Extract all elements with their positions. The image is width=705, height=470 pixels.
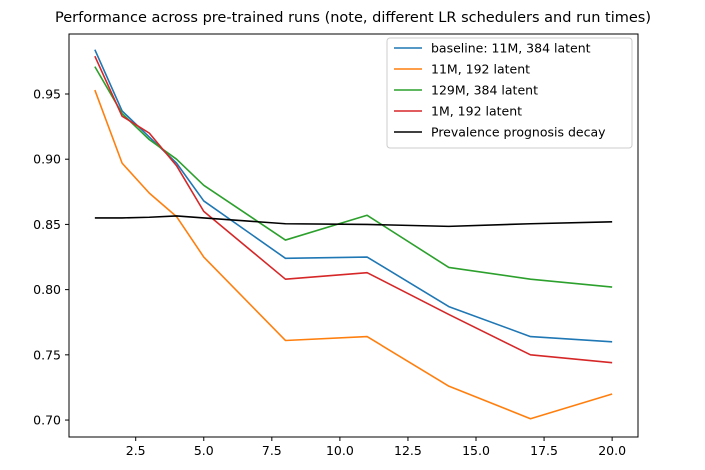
x-axis: 2.5 5.0 7.5 10.0 12.5 15.0 17.5 20.0 bbox=[126, 437, 626, 458]
series-line-3 bbox=[94, 55, 613, 364]
y-tick-label: 0.85 bbox=[33, 217, 61, 232]
legend-label-2: 129M, 384 latent bbox=[431, 83, 538, 98]
legend-label-4: Prevalence prognosis decay bbox=[431, 125, 606, 140]
x-tick-label: 20.0 bbox=[598, 443, 626, 458]
x-tick-label: 5.0 bbox=[194, 443, 214, 458]
legend-box bbox=[386, 37, 633, 149]
series-layer bbox=[94, 49, 613, 420]
series-line-2 bbox=[94, 66, 613, 288]
x-tick-label: 2.5 bbox=[126, 443, 146, 458]
legend-label-0: baseline: 11M, 384 latent bbox=[431, 41, 591, 56]
x-tick-label: 10.0 bbox=[326, 443, 354, 458]
y-tick-label: 0.95 bbox=[33, 86, 61, 101]
legend-label-3: 1M, 192 latent bbox=[431, 104, 522, 119]
legend-label-1: 11M, 192 latent bbox=[431, 62, 530, 77]
series-line-4 bbox=[94, 215, 613, 228]
series-line-1 bbox=[94, 89, 613, 420]
x-tick-label: 7.5 bbox=[262, 443, 282, 458]
legend: baseline: 11M, 384 latent 11M, 192 latent… bbox=[386, 37, 633, 149]
x-tick-label: 12.5 bbox=[394, 443, 422, 458]
y-tick-label: 0.90 bbox=[33, 152, 61, 167]
y-tick-label: 0.70 bbox=[33, 413, 61, 428]
chart-title: Performance across pre-trained runs (not… bbox=[55, 10, 651, 26]
y-tick-label: 0.80 bbox=[33, 282, 61, 297]
plot-frame bbox=[68, 33, 639, 438]
x-tick-label: 17.5 bbox=[530, 443, 558, 458]
plot-area bbox=[68, 33, 639, 438]
y-tick-label: 0.75 bbox=[33, 347, 61, 362]
y-axis: 0.70 0.75 0.80 0.85 0.90 0.95 bbox=[33, 86, 69, 428]
x-tick-label: 15.0 bbox=[462, 443, 490, 458]
